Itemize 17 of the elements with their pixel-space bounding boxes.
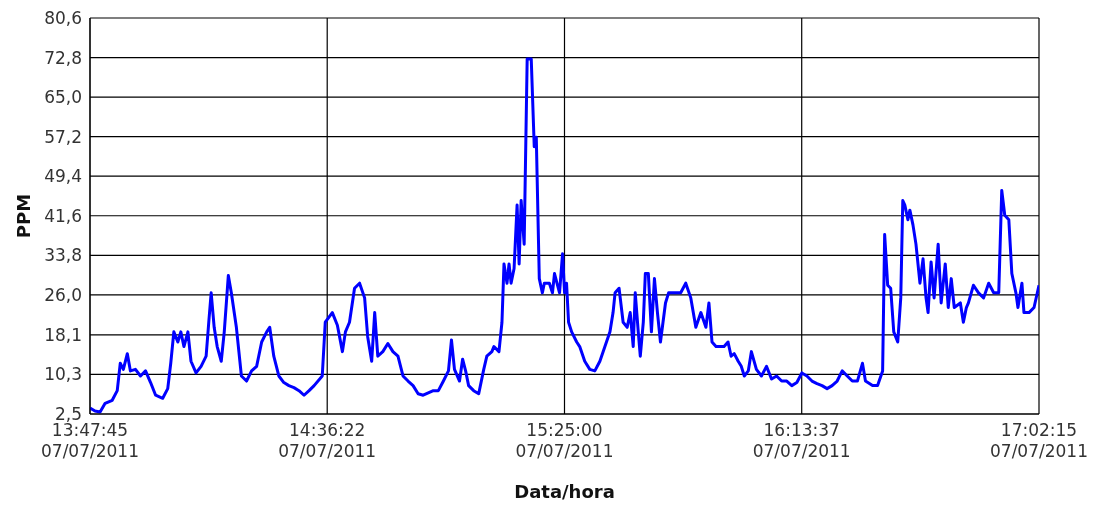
y-tick-label: 2,5	[54, 404, 82, 425]
y-tick-label: 80,6	[44, 8, 82, 29]
y-tick-label: 18,1	[44, 324, 82, 345]
y-axis-title: PPM	[13, 193, 35, 239]
y-tick-label: 65,0	[44, 87, 82, 108]
y-tick-label: 41,6	[44, 205, 82, 226]
x-tick-label: 14:36:22 07/07/2011	[278, 420, 377, 461]
y-tick-label: 26,0	[44, 284, 82, 305]
x-tick-label: 15:25:00 07/07/2011	[515, 420, 614, 461]
x-tick-label: 16:13:37 07/07/2011	[752, 420, 851, 461]
y-tick-label: 57,2	[44, 126, 82, 147]
x-tick-label: 17:02:15 07/07/2011	[990, 420, 1088, 461]
y-tick-label: 49,4	[44, 166, 82, 187]
x-axis-title: Data/hora	[514, 481, 615, 502]
y-tick-label: 10,3	[44, 364, 82, 385]
y-tick-label: 72,8	[44, 47, 82, 68]
y-tick-label: 33,8	[44, 245, 82, 266]
